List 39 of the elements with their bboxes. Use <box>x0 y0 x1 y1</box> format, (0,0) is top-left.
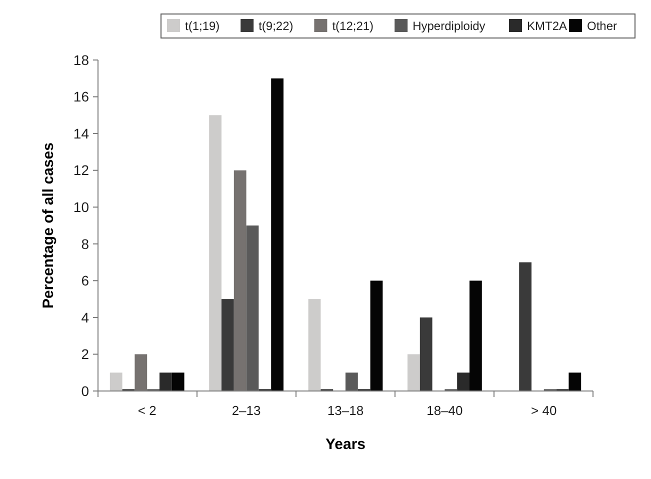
bar <box>222 299 234 391</box>
y-tick-label: 10 <box>73 199 90 216</box>
bar <box>160 372 172 391</box>
legend-label: Other <box>587 19 618 33</box>
y-tick-label: 0 <box>81 382 90 399</box>
y-tick-label: 8 <box>81 236 90 252</box>
bar <box>346 372 358 391</box>
bar <box>519 262 532 391</box>
y-tick-label: 6 <box>81 272 90 289</box>
x-tick-label: 13–18 <box>327 403 364 418</box>
y-tick-label: 14 <box>73 125 90 142</box>
y-tick-label: 2 <box>81 346 90 362</box>
legend-label: t(9;22) <box>258 19 294 33</box>
y-tick-label: 18 <box>73 52 90 68</box>
x-tick-label: < 2 <box>138 403 156 418</box>
legend-label: t(12;21) <box>332 19 374 33</box>
bar <box>470 280 482 391</box>
y-axis-title: Percentage of all cases <box>40 142 57 308</box>
y-tick-label: 16 <box>73 88 90 105</box>
bar <box>308 299 321 391</box>
bar <box>172 372 184 391</box>
bar <box>568 372 582 391</box>
bar <box>246 226 259 391</box>
x-tick-label: 18–40 <box>426 403 463 418</box>
x-tick-label: > 40 <box>531 403 557 418</box>
legend-label: Hyperdiploidy <box>412 19 486 33</box>
bar <box>110 372 122 391</box>
legend-label: t(1;19) <box>185 19 220 33</box>
x-tick-label: 2–13 <box>232 403 261 418</box>
y-tick-label: 12 <box>73 162 90 178</box>
y-tick-label: 4 <box>81 309 90 326</box>
bar <box>209 115 222 391</box>
bar <box>370 280 383 391</box>
bar <box>408 354 420 391</box>
x-axis-title: Years <box>325 436 366 453</box>
bar <box>457 372 470 391</box>
bar <box>420 317 432 391</box>
bar <box>271 78 284 391</box>
legend-label: KMT2A <box>527 19 568 33</box>
